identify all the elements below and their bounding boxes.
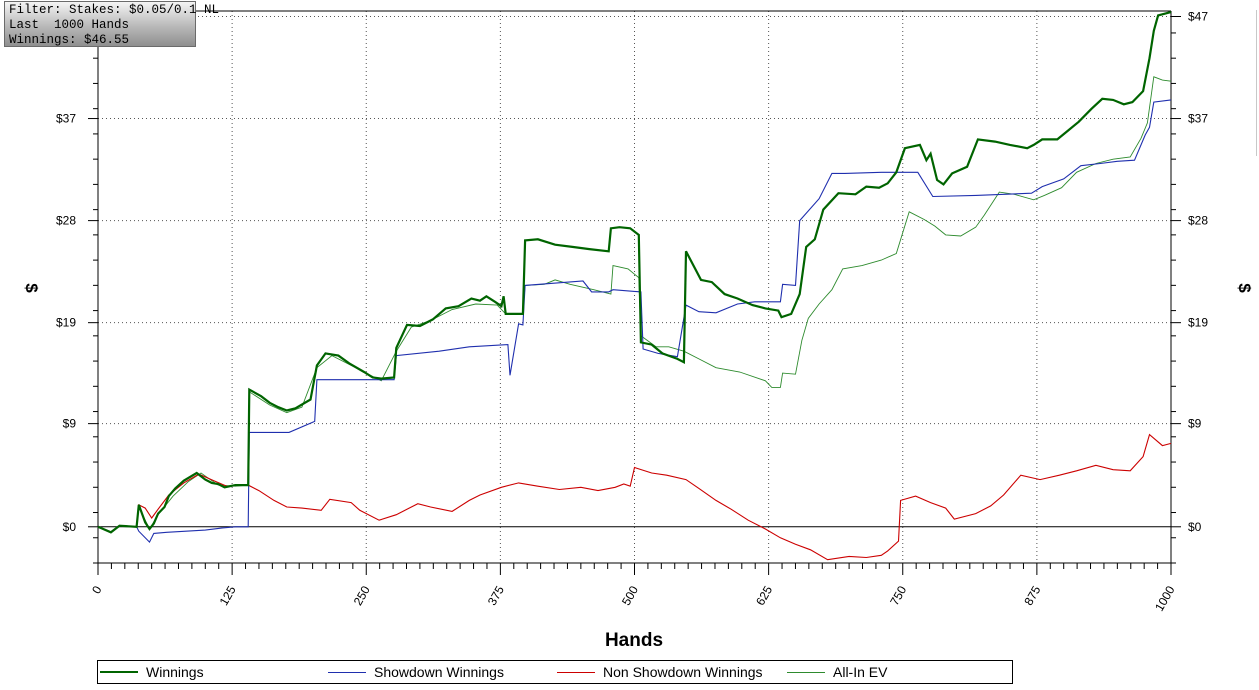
legend-swatch-winnings [100, 671, 138, 673]
x-tick-label: 0 [89, 583, 105, 596]
y-tick-label-left: $0 [63, 520, 77, 534]
x-tick-label: 1000 [1152, 583, 1178, 613]
y-tick-label-right: $37 [1188, 112, 1208, 126]
filter-info-box: Filter: Stakes: $0.05/0.1 NL Last 1000 H… [4, 1, 220, 47]
grid-lines [98, 11, 1171, 563]
x-tick-label: 750 [887, 583, 909, 608]
y-tick-label-right: $19 [1188, 316, 1208, 330]
x-axis-ticks: 0 125 250 375 500 625 750 875 1000 [89, 563, 1178, 614]
y-axis-title-left: $ [22, 283, 41, 293]
legend-swatch-non-showdown [557, 671, 595, 673]
legend-swatch-allin-ev [787, 671, 825, 673]
legend-label-allin-ev: All-In EV [833, 664, 888, 680]
y-tick-label-right: $9 [1188, 417, 1202, 431]
chart-legend: Winnings Showdown Winnings Non Showdown … [97, 660, 1013, 684]
legend-item-allin-ev: All-In EV [787, 661, 887, 683]
x-tick-label: 875 [1021, 583, 1043, 608]
x-tick-label: 625 [753, 583, 775, 608]
series-line-showdown-winnings [97, 99, 1172, 544]
y-tick-label-left: $37 [56, 112, 76, 126]
y-tick-label-right: $0 [1188, 520, 1202, 534]
total-winnings-label: Winnings: $46.55 [9, 33, 130, 47]
y-tick-label-right: $47 [1188, 9, 1208, 23]
hands-count-label: Last 1000 Hands [9, 18, 130, 32]
legend-item-non-showdown: Non Showdown Winnings [557, 661, 763, 683]
series-line-all-in-ev [97, 76, 1172, 533]
legend-label-winnings: Winnings [146, 664, 204, 680]
legend-label-non-showdown: Non Showdown Winnings [603, 664, 763, 680]
filter-label: Filter: Stakes: $0.05/0.1 NL [9, 3, 220, 17]
series-lines [97, 11, 1172, 561]
legend-swatch-showdown [328, 671, 366, 673]
x-tick-label: 375 [485, 583, 507, 608]
legend-item-showdown: Showdown Winnings [328, 661, 504, 683]
y-tick-label-right: $28 [1188, 214, 1208, 228]
y-axis-title-right: $ [1235, 283, 1254, 293]
x-axis-title: Hands [605, 630, 663, 651]
x-tick-label: 250 [351, 583, 373, 608]
legend-item-winnings: Winnings [100, 661, 204, 683]
x-tick-label: 500 [619, 583, 641, 608]
panel-edge [1256, 10, 1259, 156]
x-tick-label: 125 [217, 583, 239, 608]
y-tick-label-left: $19 [56, 316, 76, 330]
series-line-winnings [97, 11, 1172, 534]
series-line-non-showdown-winnings [97, 433, 1172, 561]
y-tick-label-left: $9 [63, 417, 77, 431]
y-tick-label-left: $28 [56, 214, 76, 228]
legend-label-showdown: Showdown Winnings [374, 664, 504, 680]
